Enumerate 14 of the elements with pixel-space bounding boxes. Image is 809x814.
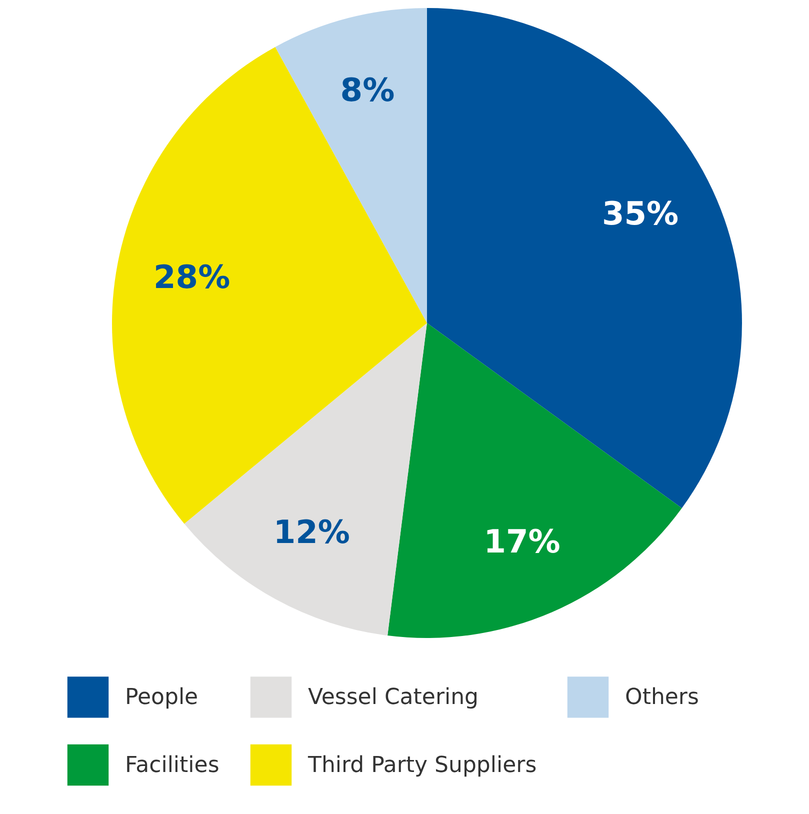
pie-slice (275, 8, 427, 323)
pie-slice (388, 323, 682, 638)
legend-label: Third Party Suppliers (307, 753, 537, 778)
data-label: 8% (340, 71, 395, 110)
legend-label: People (125, 685, 198, 710)
pie-slice (184, 323, 427, 636)
legend-label: Vessel Catering (308, 685, 479, 710)
data-label: 12% (273, 512, 350, 551)
legend-label: Facilities (125, 753, 220, 778)
data-label: 35% (602, 194, 679, 232)
pie-slice (427, 8, 742, 508)
data-label: 17% (484, 522, 560, 561)
data-label: 28% (154, 258, 230, 296)
legend-label: Others (625, 685, 699, 710)
